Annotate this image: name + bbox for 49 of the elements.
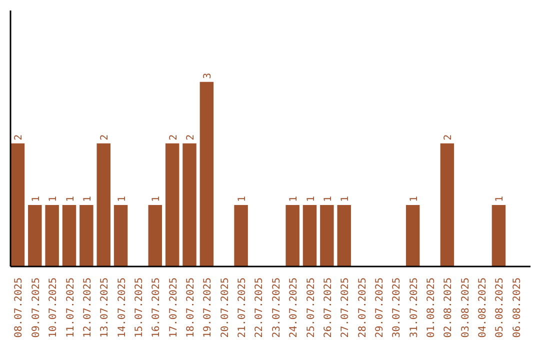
data-label: 2 bbox=[100, 134, 111, 140]
x-tick-label: 29.07.2025 bbox=[374, 277, 386, 338]
data-label: 1 bbox=[340, 196, 352, 202]
data-label: 2 bbox=[168, 134, 180, 140]
x-tick-label: 25.07.2025 bbox=[306, 277, 317, 338]
data-label: 2 bbox=[14, 134, 25, 140]
data-label: 1 bbox=[408, 196, 420, 202]
x-tick-label: 16.07.2025 bbox=[151, 277, 162, 338]
x-tick-label: 31.07.2025 bbox=[408, 277, 420, 338]
x-tick-label: 18.07.2025 bbox=[186, 277, 196, 338]
x-tick-label: 09.07.2025 bbox=[30, 277, 42, 338]
x-tick-label: 21.07.2025 bbox=[237, 277, 248, 338]
data-label: 1 bbox=[237, 196, 248, 202]
x-tick-label: 11.07.2025 bbox=[65, 277, 76, 338]
x-tick-label: 30.07.2025 bbox=[392, 277, 403, 338]
data-label: 3 bbox=[202, 72, 214, 79]
data-label: 1 bbox=[82, 196, 94, 202]
x-tick-label: 05.08.2025 bbox=[494, 277, 506, 338]
data-label: 2 bbox=[443, 134, 454, 140]
x-tick-label: 03.08.2025 bbox=[460, 277, 472, 338]
data-label: 1 bbox=[116, 196, 128, 202]
x-tick-label: 08.07.2025 bbox=[14, 277, 25, 338]
x-tick-label: 10.07.2025 bbox=[48, 277, 60, 338]
data-label: 1 bbox=[48, 196, 60, 202]
x-tick-label: 06.08.2025 bbox=[512, 277, 523, 338]
data-label: 1 bbox=[494, 196, 506, 202]
data-label: 2 bbox=[186, 134, 196, 140]
data-label: 1 bbox=[322, 196, 334, 202]
x-tick-label: 15.07.2025 bbox=[134, 277, 145, 338]
x-tick-label: 28.07.2025 bbox=[357, 277, 368, 338]
x-tick-label: 26.07.2025 bbox=[322, 277, 334, 338]
x-tick-label: 19.07.2025 bbox=[202, 277, 214, 338]
x-tick-label: 17.07.2025 bbox=[168, 277, 180, 338]
data-label: 1 bbox=[151, 196, 162, 202]
x-tick-label: 20.07.2025 bbox=[220, 277, 231, 338]
x-tick-label: 13.07.2025 bbox=[100, 277, 111, 338]
data-label: 1 bbox=[65, 196, 76, 202]
data-label: 1 bbox=[30, 196, 42, 202]
x-tick-label: 02.08.2025 bbox=[443, 277, 454, 338]
x-tick-label: 12.07.2025 bbox=[82, 277, 94, 338]
x-tick-label: 24.07.2025 bbox=[288, 277, 300, 338]
x-tick-label: 23.07.2025 bbox=[271, 277, 282, 338]
x-tick-label: 14.07.2025 bbox=[116, 277, 128, 338]
x-tick-label: 04.08.2025 bbox=[478, 277, 489, 338]
x-tick-label: 01.08.2025 bbox=[426, 277, 438, 338]
data-label: 1 bbox=[288, 196, 300, 202]
data-label: 1 bbox=[306, 196, 317, 202]
x-tick-label: 27.07.2025 bbox=[340, 277, 352, 338]
x-tick-label: 22.07.2025 bbox=[254, 277, 266, 338]
